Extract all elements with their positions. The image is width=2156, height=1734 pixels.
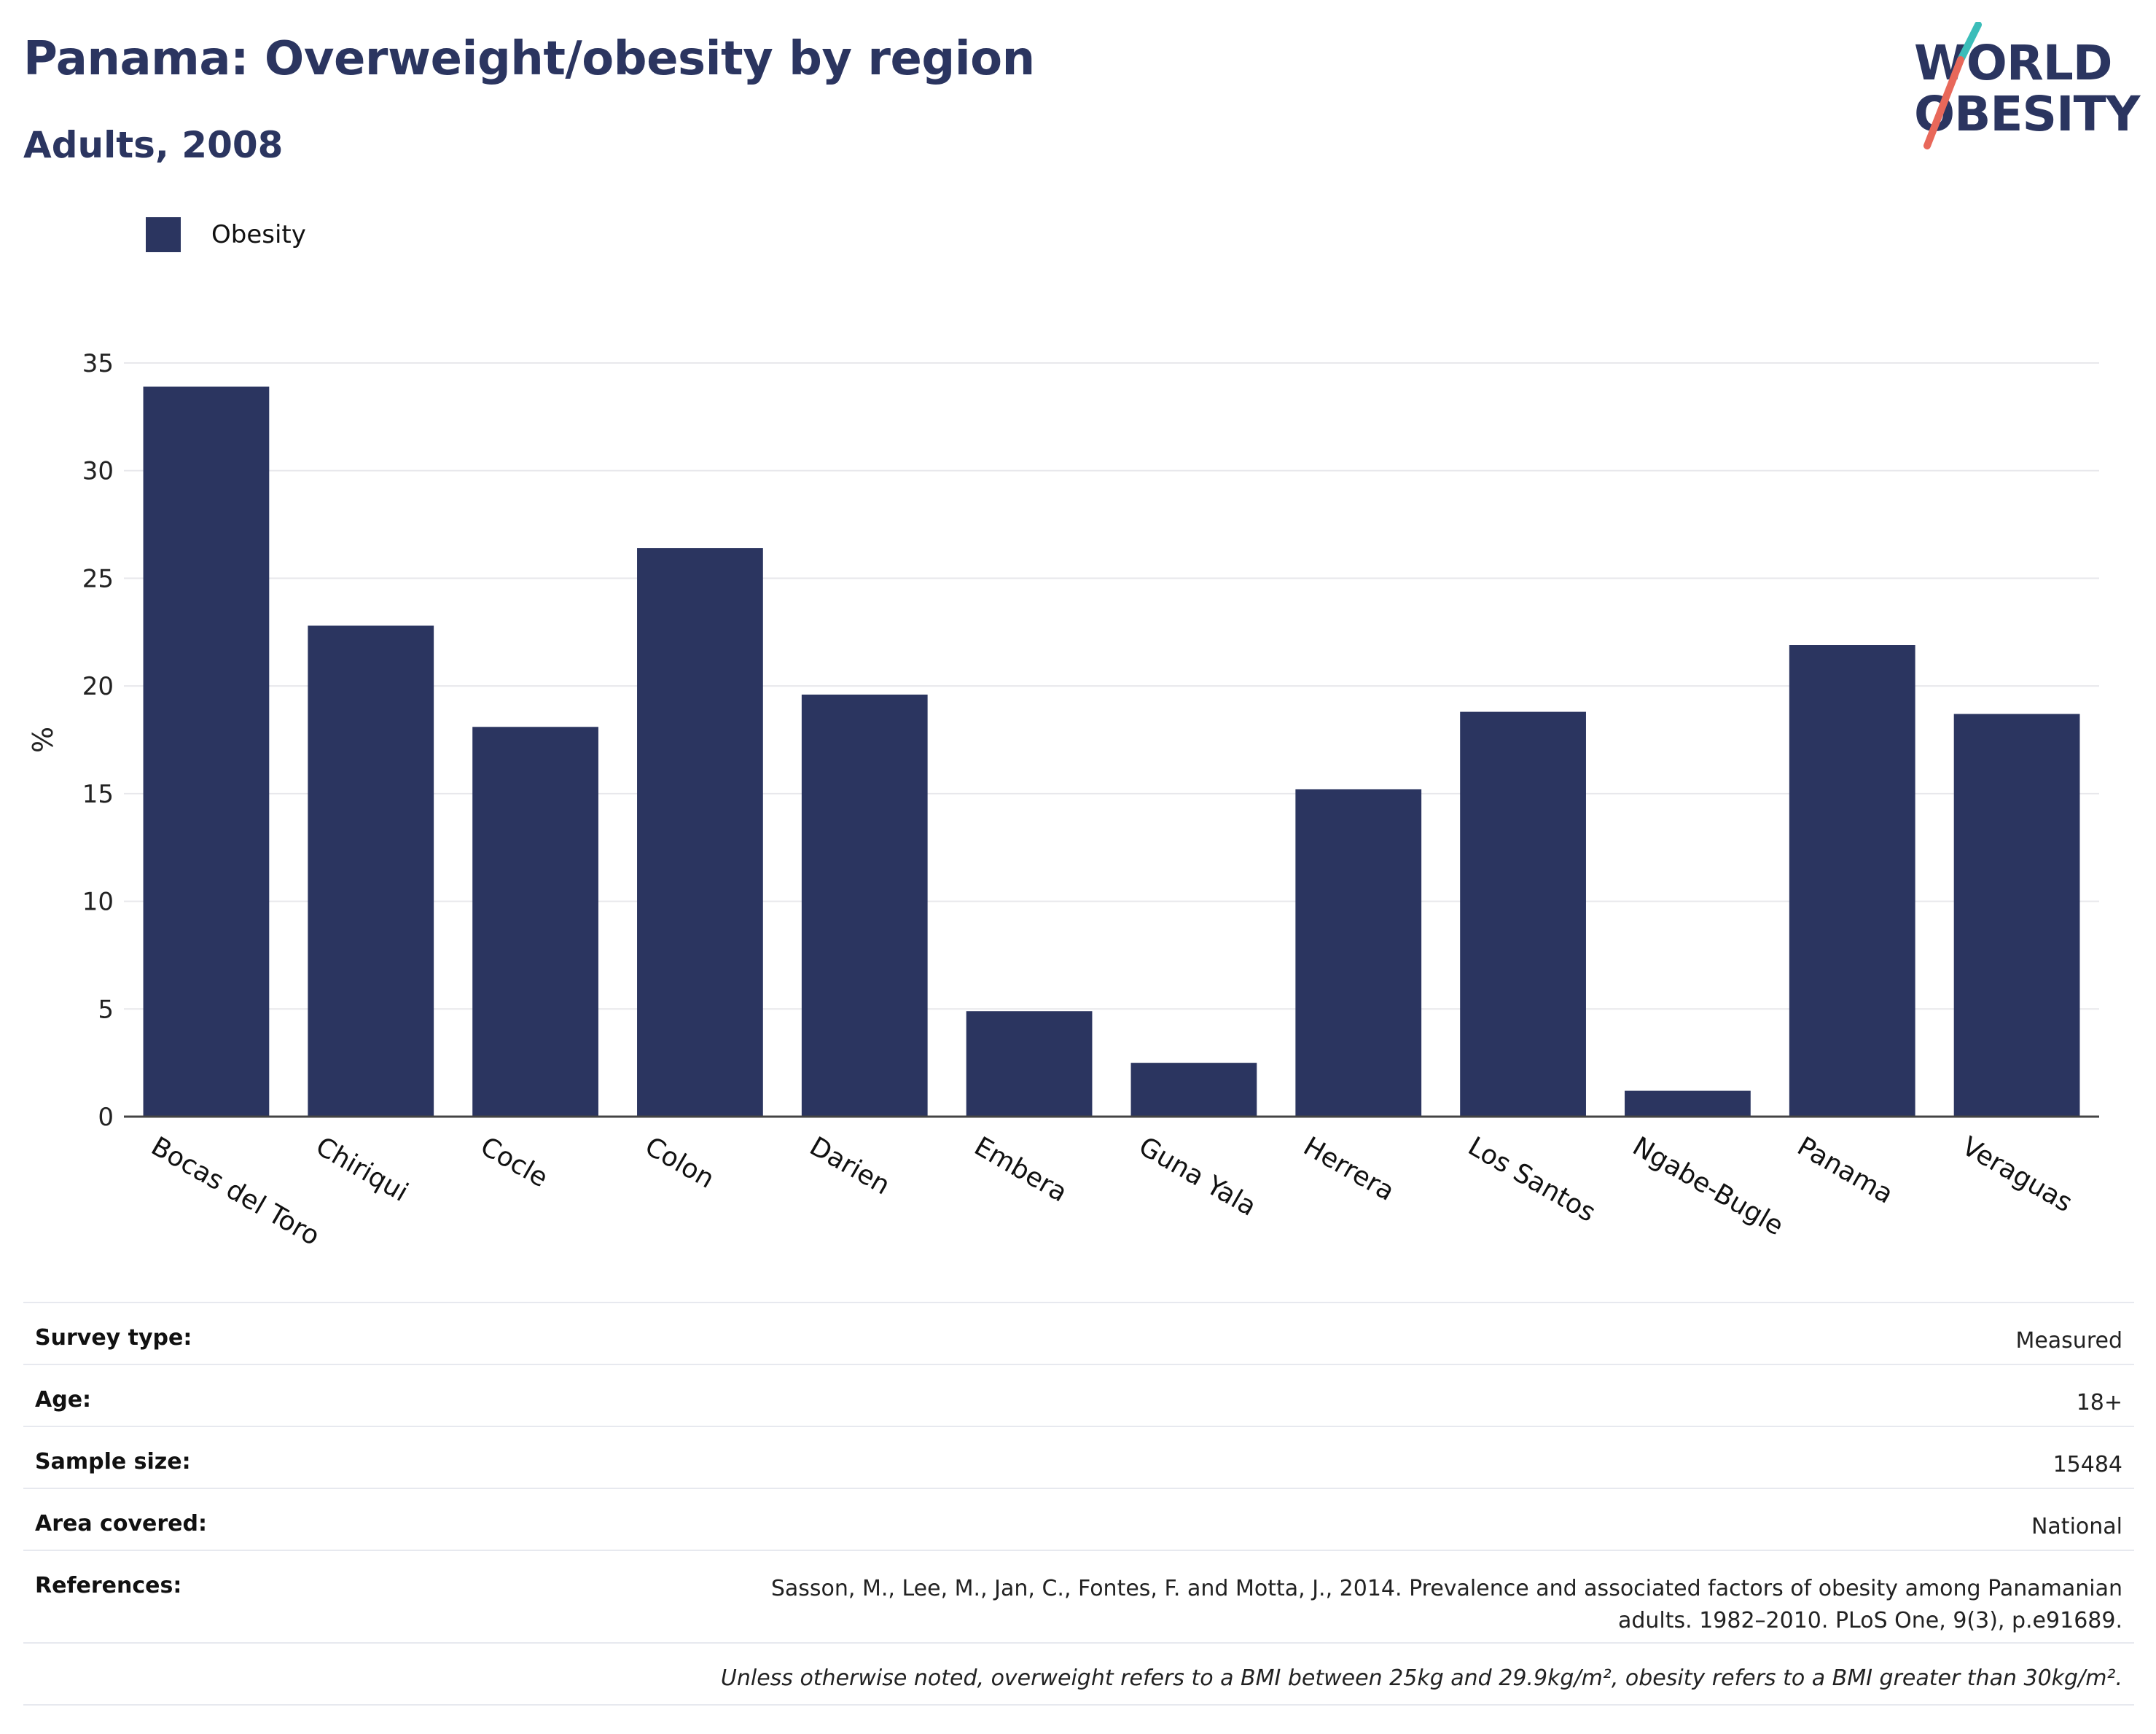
bmi-footnote: Unless otherwise noted, overweight refer…	[23, 1642, 2134, 1706]
references-text: Sasson, M., Lee, M., Jan, C., Fontes, F.…	[770, 1576, 2122, 1633]
logo-line-1: WORLD	[1914, 35, 2113, 91]
bar	[472, 727, 598, 1117]
x-tick-label: Cocle	[475, 1131, 552, 1193]
info-row-sample-size: Sample size: 15484	[23, 1426, 2134, 1488]
info-key: References:	[35, 1573, 182, 1598]
info-row-age: Age: 18+	[23, 1364, 2134, 1426]
x-tick-label: Herrera	[1298, 1131, 1399, 1207]
bar	[966, 1011, 1093, 1117]
x-tick-label: Darien	[805, 1131, 895, 1200]
world-obesity-logo: WORLD OBESITY	[1902, 22, 2143, 153]
x-tick-label: Colon	[640, 1131, 719, 1195]
x-tick-label: Guna Yala	[1133, 1131, 1261, 1222]
logo-line-2: OBESITY	[1914, 86, 2140, 142]
logo-slash-icon	[1923, 22, 1982, 149]
info-key: Area covered:	[35, 1511, 207, 1536]
y-tick-label: 35	[82, 349, 114, 378]
x-tick-label: Embera	[969, 1131, 1072, 1208]
page-title: Panama: Overweight/obesity by region	[23, 32, 1035, 86]
bar	[1295, 789, 1422, 1117]
bar	[1460, 711, 1586, 1117]
y-tick-label: 5	[98, 995, 114, 1024]
info-value: National	[2031, 1514, 2122, 1539]
y-tick-label: 15	[82, 780, 114, 809]
info-value: Measured	[2015, 1328, 2122, 1354]
x-tick-label: Chiriqui	[310, 1131, 413, 1208]
info-row-survey-type: Survey type: Measured	[23, 1302, 2134, 1364]
y-tick-label: 25	[82, 564, 114, 593]
y-tick-label: 10	[82, 888, 114, 917]
chart-legend: Obesity	[146, 217, 306, 252]
legend-swatch-obesity	[146, 217, 181, 252]
info-value: 15484	[2053, 1452, 2122, 1477]
page-subtitle: Adults, 2008	[23, 124, 284, 166]
bar	[1789, 645, 1915, 1117]
x-tick-label: Veraguas	[1957, 1131, 2077, 1218]
x-tick-label: Los Santos	[1463, 1131, 1601, 1228]
bar	[1953, 714, 2080, 1117]
y-tick-label: 30	[82, 457, 114, 486]
y-axis-label: %	[27, 727, 59, 753]
info-row-references: References: Sasson, M., Lee, M., Jan, C.…	[23, 1550, 2134, 1642]
bar	[637, 548, 763, 1117]
bar	[1130, 1063, 1257, 1117]
bar	[801, 694, 928, 1117]
info-key: Sample size:	[35, 1449, 191, 1475]
y-tick-label: 0	[98, 1103, 114, 1132]
x-tick-label: Panama	[1792, 1131, 1898, 1210]
x-tick-label: Ngabe-Bugle	[1628, 1131, 1789, 1241]
legend-label-obesity: Obesity	[211, 220, 306, 249]
bar	[143, 386, 270, 1117]
info-value: 18+	[2076, 1390, 2122, 1415]
survey-info-table: Survey type: Measured Age: 18+ Sample si…	[23, 1302, 2134, 1706]
bar	[308, 625, 434, 1117]
info-row-area-covered: Area covered: National	[23, 1488, 2134, 1550]
bar	[1625, 1090, 1751, 1117]
info-key: Age:	[35, 1387, 92, 1413]
info-key: Survey type:	[35, 1325, 192, 1351]
y-tick-label: 20	[82, 672, 114, 701]
x-tick-label: Bocas del Toro	[146, 1131, 324, 1251]
